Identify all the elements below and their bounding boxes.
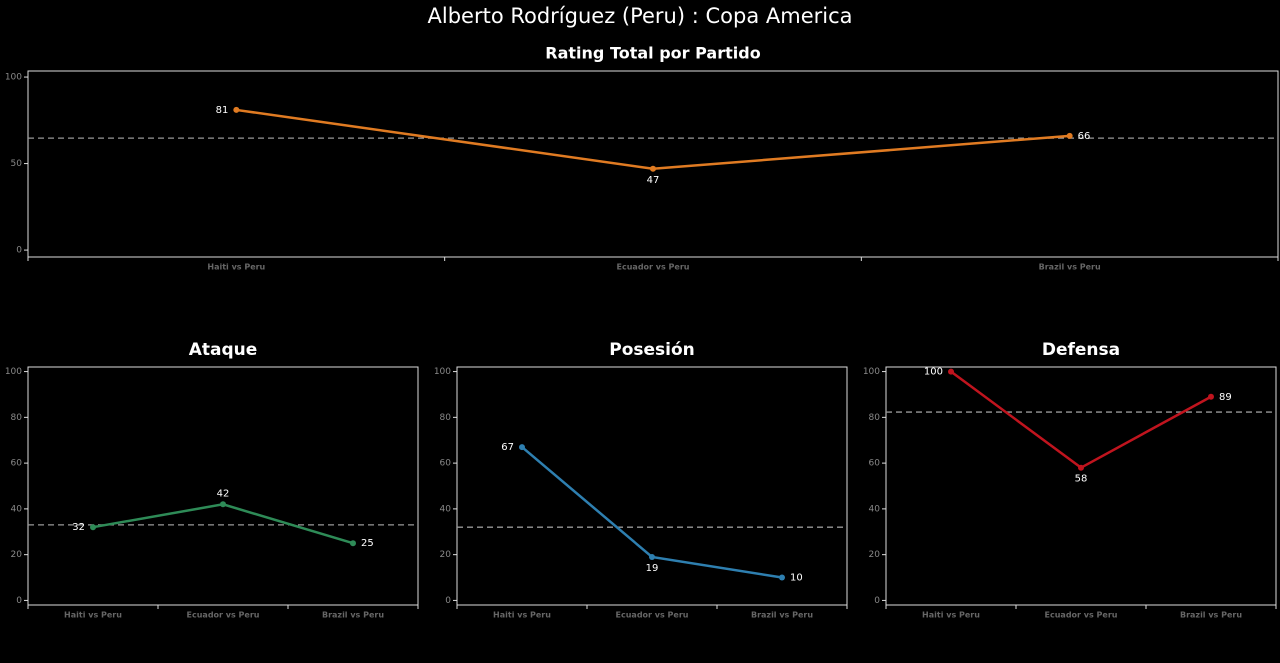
y-tick-label: 0 — [16, 246, 22, 256]
y-tick-label: 20 — [869, 550, 881, 560]
x-tick-label: Ecuador vs Peru — [187, 611, 260, 620]
page-title: Alberto Rodríguez (Peru) : Copa America — [428, 4, 853, 28]
y-tick-label: 80 — [869, 413, 881, 423]
value-label: 42 — [217, 488, 230, 499]
value-label: 10 — [790, 573, 803, 584]
value-label: 100 — [924, 367, 943, 378]
x-tick-label: Haiti vs Peru — [493, 611, 551, 620]
y-tick-label: 40 — [440, 504, 452, 514]
y-tick-label: 100 — [5, 73, 22, 83]
x-tick-label: Brazil vs Peru — [1039, 263, 1101, 272]
y-tick-label: 80 — [440, 413, 452, 423]
plot-frame — [27, 366, 419, 606]
data-point — [650, 165, 656, 172]
chart-title: Defensa — [1042, 340, 1120, 360]
value-label: 32 — [72, 522, 85, 533]
chart-title: Ataque — [189, 340, 258, 360]
x-tick-label: Ecuador vs Peru — [617, 263, 690, 272]
y-tick-label: 0 — [16, 596, 22, 606]
plot-frame — [885, 366, 1277, 606]
value-label: 25 — [361, 538, 374, 549]
y-tick-label: 100 — [5, 367, 22, 377]
data-line — [92, 503, 354, 545]
y-tick-label: 60 — [869, 459, 881, 469]
data-point — [220, 501, 226, 508]
data-point — [90, 524, 96, 531]
x-tick-label: Brazil vs Peru — [322, 611, 384, 620]
y-tick-label: 20 — [11, 550, 23, 560]
y-tick-label: 60 — [11, 459, 23, 469]
value-label: 89 — [1219, 392, 1232, 403]
data-point — [948, 368, 954, 375]
data-point — [1066, 132, 1073, 139]
plot-frame — [27, 70, 1279, 258]
y-tick-label: 40 — [11, 504, 23, 514]
x-tick-label: Ecuador vs Peru — [1045, 611, 1118, 620]
plot-frame — [456, 366, 848, 606]
x-tick-label: Brazil vs Peru — [751, 611, 813, 620]
value-label: 67 — [501, 442, 514, 453]
value-label: 66 — [1078, 131, 1091, 142]
data-point — [350, 540, 356, 547]
value-label: 58 — [1075, 474, 1088, 485]
y-tick-label: 0 — [445, 596, 451, 606]
y-tick-label: 100 — [434, 367, 451, 377]
data-point — [779, 574, 785, 581]
data-point — [1078, 464, 1084, 471]
value-label: 81 — [216, 105, 229, 116]
x-tick-label: Ecuador vs Peru — [616, 611, 689, 620]
chart-title: Posesión — [609, 340, 695, 360]
y-tick-label: 50 — [11, 159, 23, 169]
data-line — [236, 108, 1070, 171]
x-tick-label: Haiti vs Peru — [64, 611, 122, 620]
y-tick-label: 20 — [440, 550, 452, 560]
data-point — [1208, 393, 1214, 400]
data-line — [950, 370, 1212, 470]
y-tick-label: 80 — [11, 413, 23, 423]
x-tick-label: Brazil vs Peru — [1180, 611, 1242, 620]
data-point — [233, 106, 240, 113]
data-point — [649, 553, 655, 560]
data-point — [519, 444, 525, 451]
y-tick-label: 60 — [440, 459, 452, 469]
y-tick-label: 100 — [863, 367, 880, 377]
value-label: 19 — [646, 563, 659, 574]
x-tick-label: Haiti vs Peru — [922, 611, 980, 620]
y-tick-label: 40 — [869, 504, 881, 514]
y-tick-label: 0 — [874, 596, 880, 606]
value-label: 47 — [647, 175, 660, 186]
chart-title: Rating Total por Partido — [545, 44, 760, 63]
x-tick-label: Haiti vs Peru — [207, 263, 265, 272]
